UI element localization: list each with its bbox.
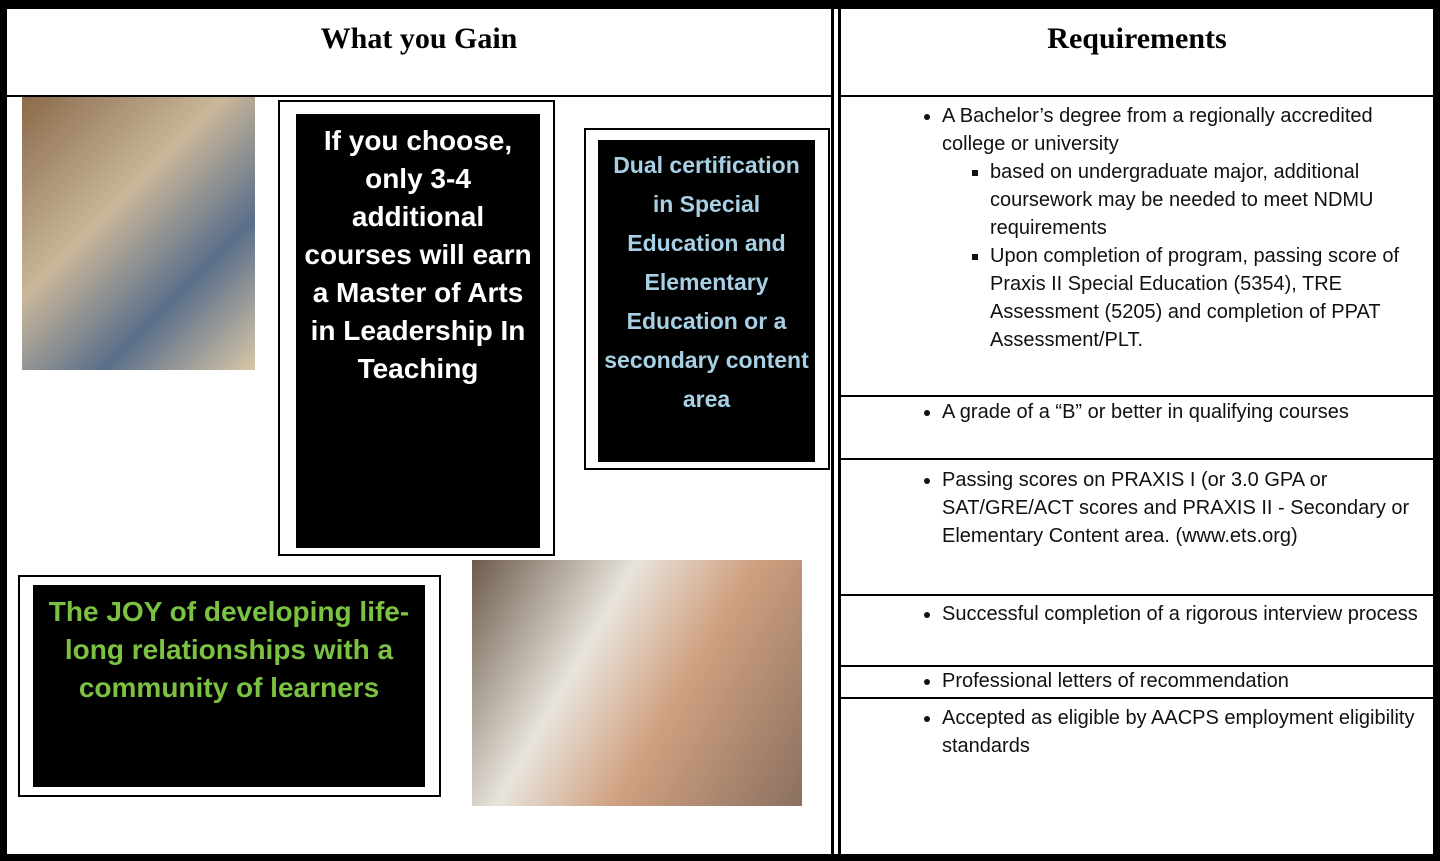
sub-item: based on undergraduate major, additional… (990, 158, 1432, 242)
item-text: Accepted as eligible by AACPS employment… (942, 704, 1432, 760)
requirement: Accepted as eligible by AACPS employment… (842, 704, 1432, 760)
item-text: Passing scores on PRAXIS I (or 3.0 GPA o… (942, 466, 1432, 550)
requirement: A grade of a “B” or better in qualifying… (842, 398, 1432, 426)
item-text: Successful completion of a rigorous inte… (942, 600, 1432, 628)
divider (831, 0, 834, 861)
requirement: Successful completion of a rigorous inte… (842, 600, 1432, 628)
header: What you Gain (320, 22, 518, 55)
divider (838, 0, 841, 861)
text-box: If you choose, only 3-4 additional cours… (296, 114, 540, 548)
requirement: A Bachelor’s degree from a regionally ac… (842, 102, 1432, 354)
requirement: Professional letters of recommendation (842, 667, 1432, 695)
photo (22, 97, 255, 370)
sub-item: Upon completion of program, passing scor… (990, 242, 1432, 354)
item-text: A Bachelor’s degree from a regionally ac… (942, 105, 1373, 155)
item-text: Professional letters of recommendation (942, 667, 1432, 695)
item-text: A grade of a “B” or better in qualifying… (942, 398, 1432, 426)
requirement: Passing scores on PRAXIS I (or 3.0 GPA o… (842, 466, 1432, 550)
row-line (840, 665, 1434, 667)
photo (472, 560, 802, 806)
text-box: Dual certification in Special Education … (598, 140, 815, 462)
row-line (840, 395, 1434, 397)
row-line (7, 95, 833, 97)
text-box: The JOY of developing life-long relation… (33, 585, 425, 787)
row-line (840, 458, 1434, 460)
row-line (840, 95, 1434, 97)
row-line (840, 594, 1434, 596)
header: Requirements (1047, 22, 1227, 55)
row-line (840, 697, 1434, 699)
